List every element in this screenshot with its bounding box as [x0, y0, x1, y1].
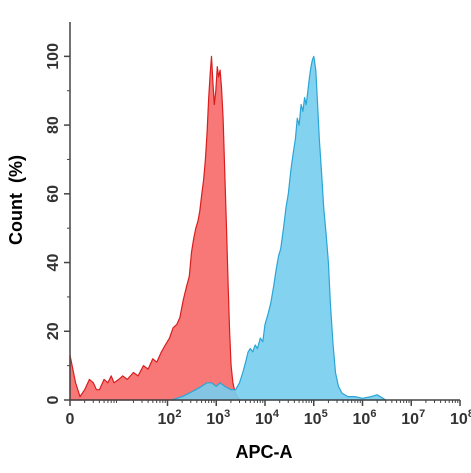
y-tick-label: 80	[45, 116, 62, 134]
x-axis-title: APC-A	[236, 442, 293, 462]
y-tick-label: 20	[45, 322, 62, 340]
x-tick-label: 105	[304, 408, 328, 428]
x-tick-label: 104	[255, 408, 280, 428]
x-tick-label: 107	[401, 408, 425, 428]
y-tick-label: 40	[45, 254, 62, 272]
x-tick-label: 103	[206, 408, 230, 428]
x-tick-label: 108	[450, 408, 471, 428]
y-axis-title: Count (%)	[6, 155, 26, 245]
y-tick-label: 100	[45, 43, 62, 70]
series-1-area	[69, 55, 242, 401]
series-layer	[69, 55, 387, 401]
x-tick-label: 0	[66, 411, 75, 428]
x-tick-label: 106	[353, 408, 377, 428]
axes-layer	[64, 22, 461, 406]
y-tick-label: 0	[45, 395, 62, 404]
x-tick-label: 102	[158, 408, 182, 428]
series-2-area	[170, 55, 387, 401]
y-tick-label: 60	[45, 185, 62, 203]
